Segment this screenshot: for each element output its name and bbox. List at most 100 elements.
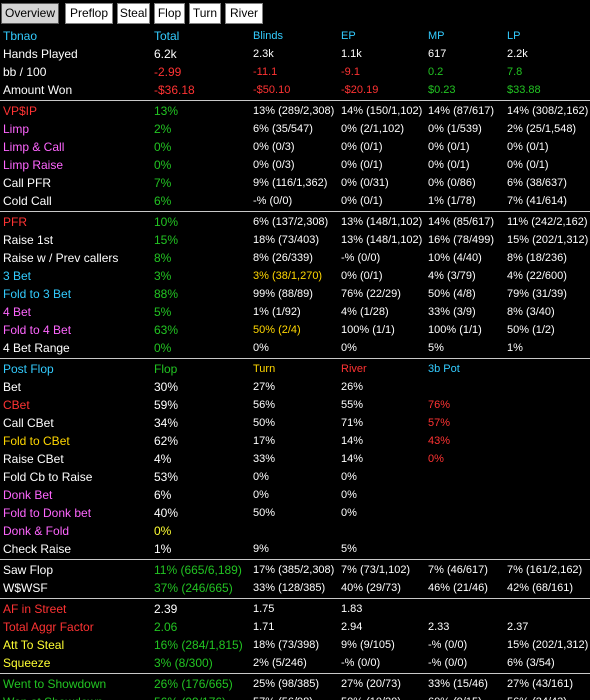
stat-lp-cell: 56% (24/43) [507,693,567,700]
stat-label-cell: Went to Showdown [3,677,107,691]
stat-mp-cell: 0% (0/86) [428,177,476,189]
stat-lp-cell: 7% (161/2,162) [507,564,583,576]
stat-ep-cell: 0% [341,471,357,483]
stat-label-cell: 4 Bet [3,305,32,319]
tab-steal[interactable]: Steal [117,3,150,24]
stats-hud: Tbnao Total Blinds EP MP LP Hands Played 6.2k 2.… [0,27,590,700]
tab-overview[interactable]: Overview [1,3,59,24]
stat-row: Tbnao Total Blinds EP MP LP [0,27,590,45]
stat-label-cell: VP$IP [3,104,38,118]
stat-blinds-cell: 0% (0/3) [253,159,295,171]
stat-ep-cell: 76% (22/29) [341,288,401,300]
section-divider [0,598,590,599]
stat-blinds-cell: 18% (73/398) [253,639,320,651]
stat-label-cell: Limp & Call [3,140,65,154]
stat-label-cell: Squeeze [3,656,51,670]
stat-lp-cell: 8% (18/236) [507,252,567,264]
stat-total-cell: 10% [154,215,179,229]
stat-total-cell: 4% [154,452,172,466]
stat-lp-cell: 7.8 [507,66,523,78]
section-divider [0,211,590,212]
stat-lp-cell: 1% [507,342,523,354]
stat-lp-cell: 0% (0/1) [507,159,549,171]
stat-total-cell: 26% (176/665) [154,677,233,691]
stat-row: bb / 100 -2.99 -11.1 -9.1 0.2 7.8 [0,63,590,81]
stat-blinds-cell: -% (0/0) [253,195,293,207]
stat-ep-cell: 0% [341,507,357,519]
stat-mp-cell: 43% [428,435,451,447]
stat-blinds-cell: 33% [253,453,276,465]
stat-total-cell: 0% [154,140,172,154]
section-divider [0,559,590,560]
stat-lp-cell: 7% (41/614) [507,195,567,207]
stat-ep-cell: 0% [341,489,357,501]
stat-row: Saw Flop 11% (665/6,189) 17% (385/2,308) 7%… [0,561,590,579]
tab-river[interactable]: River [225,3,263,24]
stat-mp-cell: -% (0/0) [428,657,468,669]
stat-total-cell: 6.2k [154,47,177,61]
stat-lp-cell: 0% (0/1) [507,141,549,153]
stat-row: CBet 59% 56% 55% 76% [0,396,590,414]
stat-mp-cell: 14% (87/617) [428,105,495,117]
stat-total-cell: 0% [154,158,172,172]
stat-blinds-cell: 3% (38/1,270) [253,270,323,282]
stat-label-cell: Donk & Fold [3,524,70,538]
stat-mp-cell: -% (0/0) [428,639,468,651]
stat-ep-cell: 4% (1/28) [341,306,389,318]
stat-mp-cell: 60% (9/15) [428,693,482,700]
stat-row: Fold to 3 Bet 88% 99% (88/89) 76% (22/29) 50… [0,285,590,303]
stat-row: Cold Call 6% -% (0/0) 0% (0/1) 1% (1/78) 7% (… [0,192,590,210]
stat-lp-cell: 14% (308/2,162) [507,105,589,117]
stat-row: Check Raise 1% 9% 5% [0,540,590,558]
stat-blinds-cell: Blinds [253,30,283,42]
stat-blinds-cell: 27% [253,381,276,393]
stat-total-cell: 2.39 [154,602,178,616]
stat-mp-cell: 5% [428,342,444,354]
stat-total-cell: 59% [154,398,179,412]
stat-ep-cell: EP [341,30,356,42]
stat-label-cell: Fold to Donk bet [3,506,92,520]
stat-ep-cell: 0% (0/1) [341,141,383,153]
stat-label-cell: Fold to CBet [3,434,70,448]
stat-label-cell: AF in Street [3,602,67,616]
stat-mp-cell: 4% (3/79) [428,270,476,282]
stat-row: Squeeze 3% (8/300) 2% (5/246) -% (0/0) -% (0… [0,654,590,672]
tab-turn[interactable]: Turn [189,3,221,24]
stat-row: Won at Showdown 56% (99/176) 57% (56/98) 50… [0,693,590,700]
stat-blinds-cell: -$50.10 [253,84,291,96]
stat-mp-cell: 7% (46/617) [428,564,488,576]
stat-mp-cell: 76% [428,399,451,411]
stat-total-cell: 2% [154,122,172,136]
stat-blinds-cell: 99% (88/89) [253,288,313,300]
stat-blinds-cell: 50% [253,417,276,429]
stat-label-cell: Total Aggr Factor [3,620,94,634]
tab-preflop[interactable]: Preflop [65,3,113,24]
stat-blinds-cell: 9% (116/1,362) [253,177,328,189]
stat-lp-cell: 15% (202/1,312) [507,234,589,246]
stat-row: Fold to CBet 62% 17% 14% 43% [0,432,590,450]
stat-mp-cell: 57% [428,417,451,429]
stat-total-cell: 0% [154,341,172,355]
stat-blinds-cell: -11.1 [253,66,278,78]
stat-lp-cell: 6% (3/54) [507,657,555,669]
stat-row: Fold to 4 Bet 63% 50% (2/4) 100% (1/1) 100% … [0,321,590,339]
stat-lp-cell: 42% (68/161) [507,582,574,594]
stat-lp-cell: 2.2k [507,48,528,60]
stat-total-cell: -2.99 [154,65,182,79]
stat-blinds-cell: 50% [253,507,276,519]
stat-label-cell: Won at Showdown [3,693,103,700]
stat-total-cell: 62% [154,434,179,448]
tab-flop[interactable]: Flop [154,3,185,24]
stat-blinds-cell: 0% [253,471,269,483]
stat-label-cell: Hands Played [3,47,78,61]
stat-label-cell: Att To Steal [3,638,65,652]
stat-blinds-cell: 2% (5/246) [253,657,307,669]
stat-mp-cell: 100% (1/1) [428,324,482,336]
stat-mp-cell: 0.2 [428,66,444,78]
stat-row: PFR 10% 6% (137/2,308) 13% (148/1,102) 14% (… [0,213,590,231]
stat-blinds-cell: 18% (73/403) [253,234,320,246]
stat-lp-cell: 4% (22/600) [507,270,567,282]
stat-ep-cell: 14% [341,453,364,465]
stat-ep-cell: 50% (10/20) [341,693,401,700]
stat-ep-cell: 0% (0/31) [341,177,389,189]
